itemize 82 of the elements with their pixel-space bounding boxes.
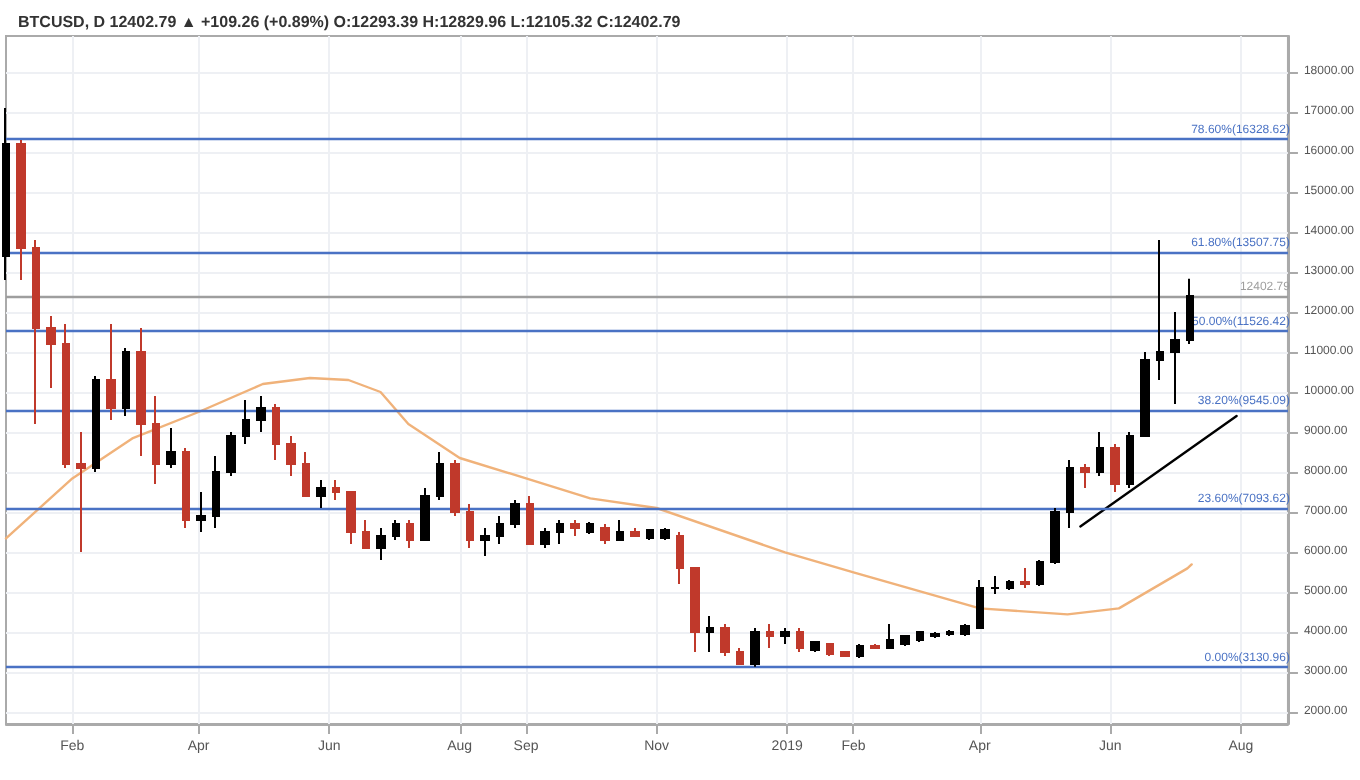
candlestick <box>976 579 984 629</box>
candlestick <box>166 427 176 469</box>
candlestick <box>870 643 880 649</box>
candlestick <box>916 631 924 643</box>
candlestick <box>1066 459 1074 529</box>
candlestick <box>406 519 414 549</box>
candlestick <box>750 627 760 668</box>
candlestick <box>930 631 940 639</box>
candlestick <box>346 491 356 545</box>
candlestick <box>616 519 624 541</box>
candlestick <box>32 239 40 425</box>
candlestick <box>660 527 670 541</box>
candlestick <box>316 479 326 509</box>
candlestick <box>556 519 564 545</box>
candlestick <box>1126 431 1134 489</box>
candlestick <box>196 491 206 533</box>
candlestick <box>856 643 864 659</box>
candlestick <box>16 139 26 281</box>
candlestick <box>706 615 714 653</box>
candlestick <box>496 515 504 545</box>
candlestick <box>62 323 70 469</box>
candlestick <box>1140 351 1150 437</box>
candlestick <box>480 527 490 557</box>
candlestick <box>1186 277 1194 345</box>
candlestick <box>900 635 910 647</box>
candlestick <box>2 107 10 281</box>
candlestick <box>526 495 534 545</box>
candlestick <box>122 347 130 417</box>
candlestick <box>886 623 894 649</box>
candlestick <box>1050 507 1060 565</box>
candlestick <box>242 399 250 445</box>
candlestick <box>540 527 550 549</box>
candlestick <box>286 435 296 477</box>
candlestick <box>586 521 594 535</box>
candlestick <box>152 395 160 485</box>
candlestick <box>1110 443 1120 493</box>
candlestick <box>690 567 700 653</box>
candlestick <box>1006 579 1014 591</box>
candlestick <box>226 431 236 477</box>
candlestick <box>1156 239 1164 381</box>
candlestick <box>302 451 310 497</box>
candlestick <box>76 431 86 553</box>
candlestick <box>780 627 790 645</box>
candlestick <box>510 499 520 529</box>
candlestick <box>436 451 444 501</box>
candlestick <box>182 447 190 529</box>
candlestick <box>46 315 56 389</box>
candlestick <box>990 575 1000 595</box>
candlestick <box>450 459 460 517</box>
candlestick <box>1036 559 1044 587</box>
candlestick <box>720 623 730 657</box>
candlestick <box>1080 463 1090 489</box>
candlestick <box>362 519 370 549</box>
candlestick <box>420 487 430 541</box>
candlestick <box>332 479 340 501</box>
candlestick <box>1170 311 1180 405</box>
candlestick <box>840 651 850 657</box>
candlestick <box>630 527 640 537</box>
candlestick <box>272 403 280 461</box>
line-series <box>4 376 1193 616</box>
candlestick <box>256 395 266 433</box>
candlestick <box>766 623 774 649</box>
candlestick <box>136 327 146 457</box>
candlestick <box>392 519 400 541</box>
chart-title: BTCUSD, D 12402.79 ▲ +109.26 (+0.89%) O:12293.39 H:12829.96 L:12105.32 C:12402.79 <box>18 13 682 31</box>
candlestick <box>1020 567 1030 589</box>
candlestick <box>826 643 834 657</box>
candlestick <box>1096 431 1104 477</box>
candlestick <box>946 629 954 637</box>
candlestick <box>92 375 100 473</box>
candlestick <box>960 623 970 637</box>
candlestick <box>810 641 820 653</box>
candlestick <box>570 519 580 537</box>
candlestick <box>796 627 804 653</box>
candlestick <box>212 455 220 529</box>
candlestick <box>376 527 386 561</box>
candlestick <box>106 323 116 421</box>
candlestick <box>646 529 654 541</box>
candlestick <box>466 503 474 549</box>
candlestick <box>736 647 744 665</box>
candlestick <box>600 523 610 545</box>
candlestick <box>676 531 684 585</box>
